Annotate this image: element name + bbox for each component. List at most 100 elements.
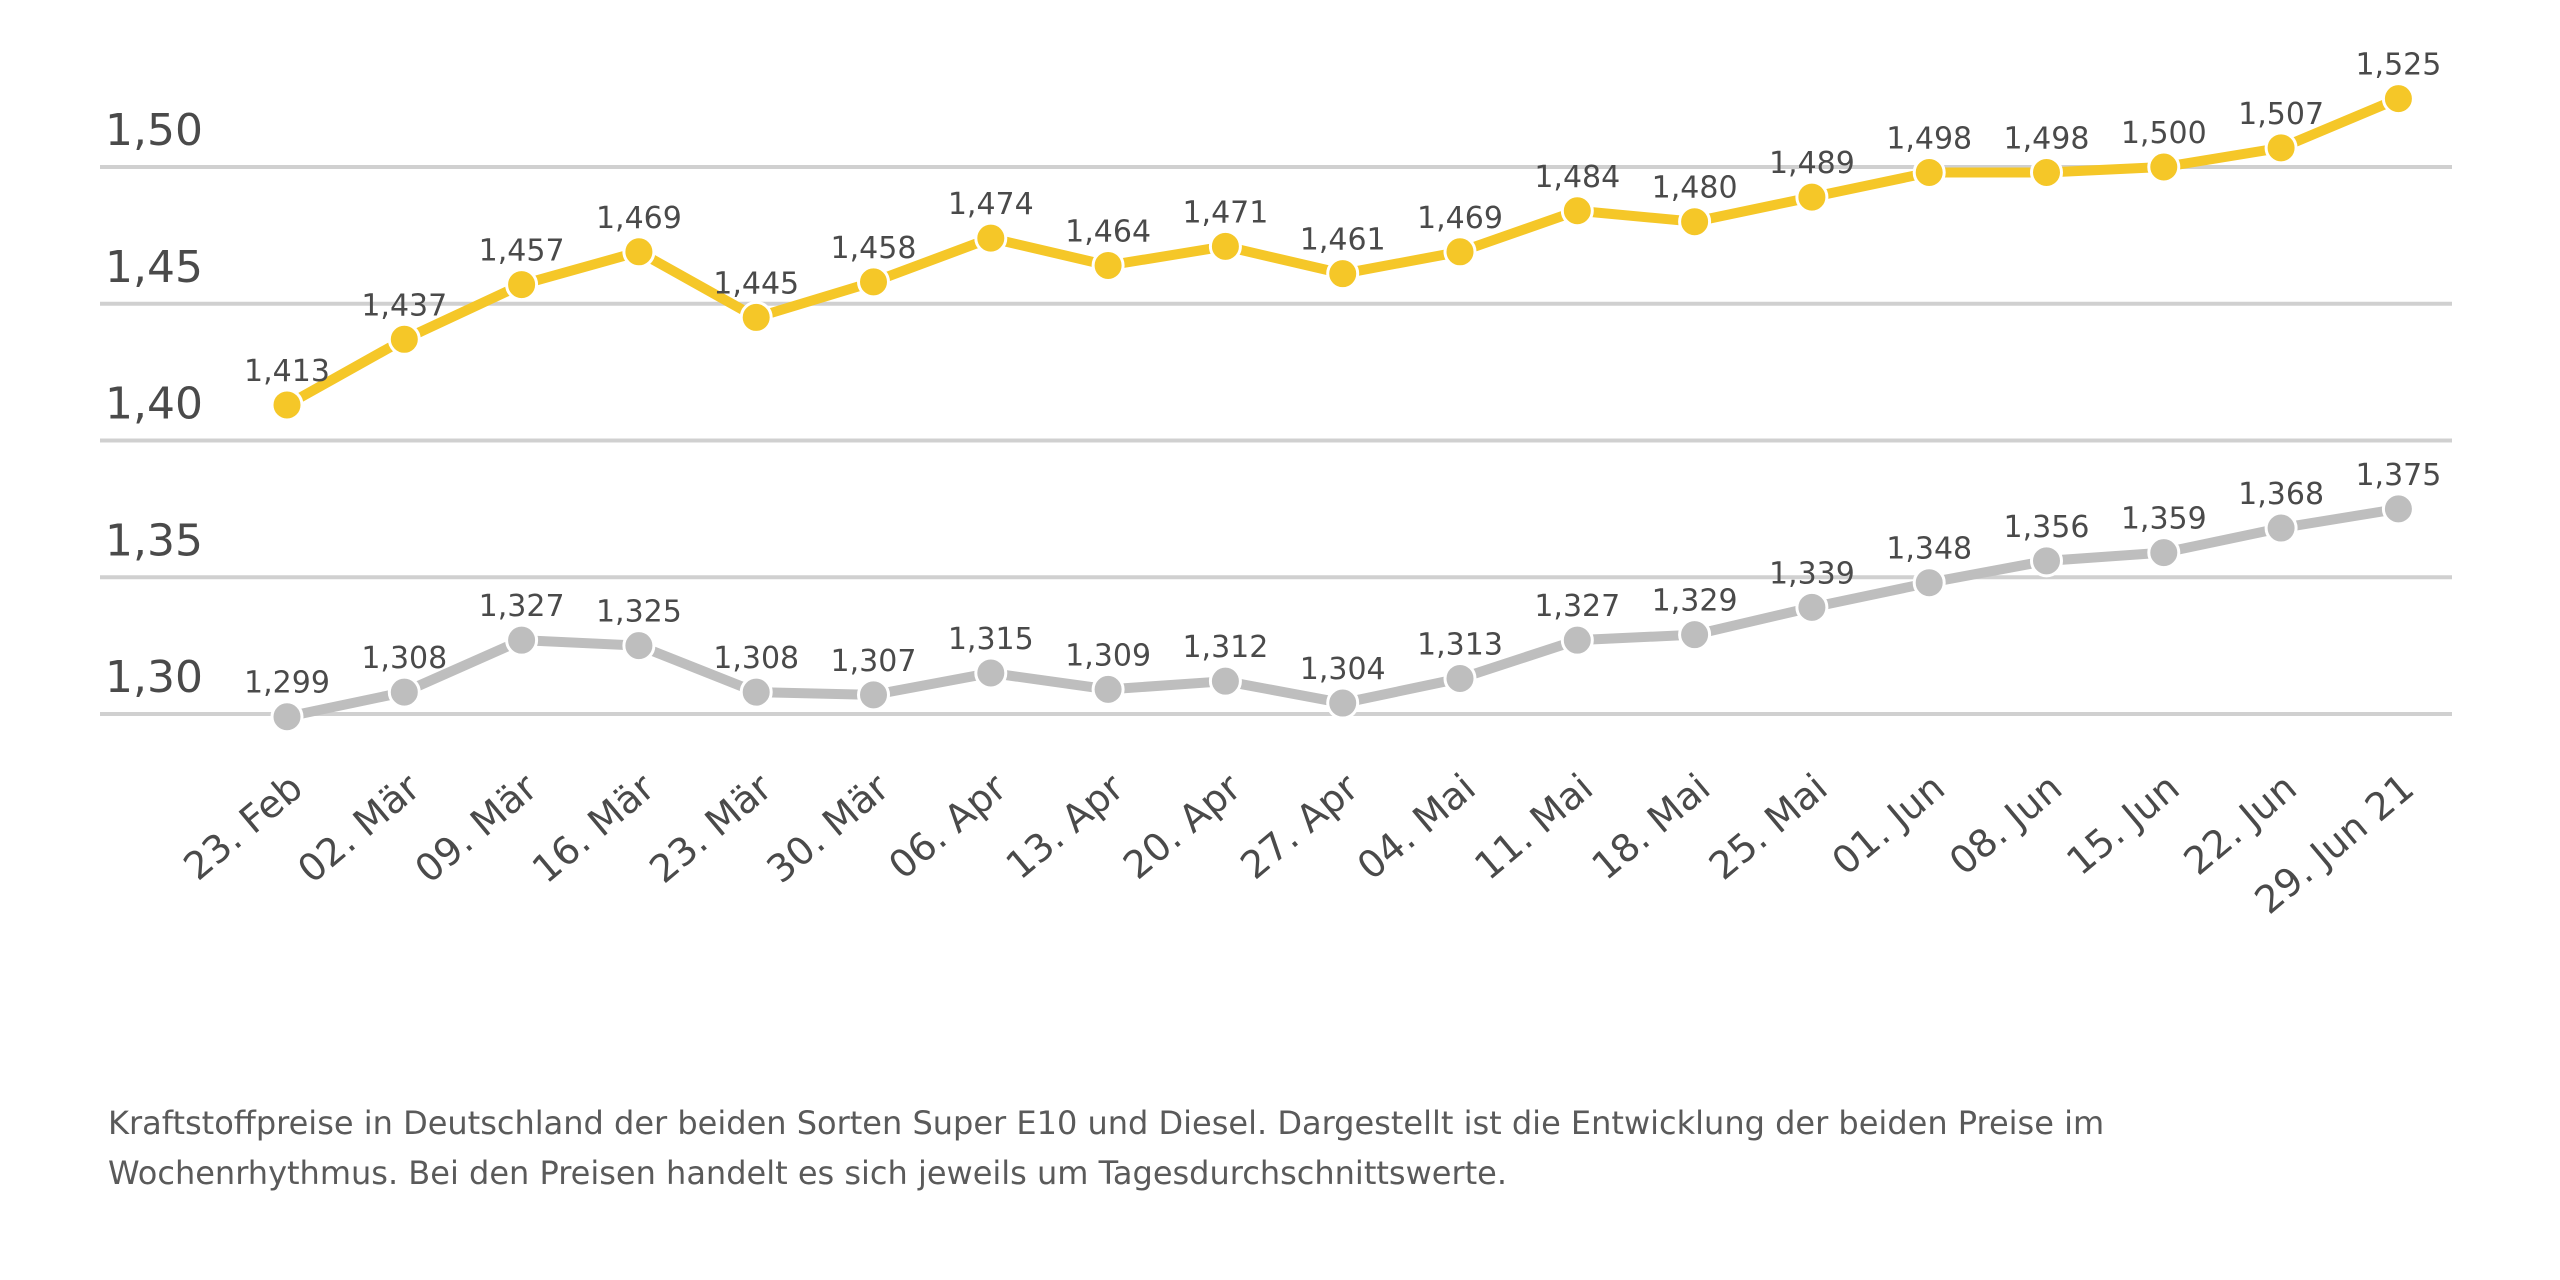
data-point (1678, 205, 1712, 239)
y-tick-label: 1,35 (105, 515, 203, 566)
data-point (2147, 150, 2181, 184)
data-point (505, 268, 539, 302)
x-tick-label: 04. Mai (1349, 765, 1484, 888)
x-tick-label: 23. Feb (175, 765, 310, 889)
data-label: 1,474 (948, 187, 1034, 222)
x-tick-label: 20. Apr (1115, 765, 1249, 888)
data-label: 1,313 (1417, 627, 1503, 662)
x-tick-label: 30. Mär (759, 765, 898, 892)
x-tick-label: 06. Apr (880, 765, 1014, 888)
data-label: 1,375 (2355, 458, 2441, 493)
data-label: 1,445 (713, 266, 799, 301)
data-point (974, 221, 1008, 255)
data-label: 1,471 (1182, 195, 1268, 230)
x-tick-label: 01. Jun (1824, 765, 1953, 883)
data-point (1091, 672, 1125, 706)
data-point (1560, 623, 1594, 657)
data-label: 1,461 (1300, 223, 1386, 258)
x-tick-label: 18. Mai (1584, 765, 1719, 888)
data-label: 1,489 (1769, 146, 1855, 181)
data-label: 1,339 (1769, 556, 1855, 591)
data-point (2381, 82, 2415, 116)
data-point (2030, 155, 2063, 189)
x-tick-label: 09. Mär (407, 765, 546, 892)
data-point (270, 700, 304, 734)
data-label: 1,308 (361, 641, 447, 676)
data-point (1208, 229, 1242, 263)
data-label: 1,458 (831, 231, 917, 266)
data-label: 1,315 (948, 622, 1034, 657)
data-point (1795, 590, 1829, 624)
data-label: 1,498 (2004, 121, 2090, 156)
data-point (2030, 544, 2063, 578)
data-point (1795, 180, 1829, 214)
data-point (1091, 248, 1125, 282)
y-tick-label: 1,50 (105, 105, 203, 156)
data-point (2264, 511, 2298, 545)
data-label: 1,329 (1652, 584, 1738, 619)
data-point (1560, 194, 1594, 228)
data-point (1326, 686, 1360, 720)
data-point (857, 265, 890, 299)
data-point (622, 235, 656, 269)
x-tick-label: 13. Apr (998, 765, 1132, 888)
data-point (1208, 664, 1242, 698)
data-label: 1,309 (1065, 638, 1151, 673)
data-label: 1,307 (831, 644, 917, 679)
data-label: 1,325 (596, 595, 682, 630)
data-label: 1,348 (1886, 532, 1972, 567)
data-point (1443, 235, 1477, 269)
data-point (387, 322, 421, 356)
x-tick-label: 16. Mär (524, 765, 663, 892)
data-point (1678, 618, 1712, 652)
data-label: 1,469 (596, 201, 682, 236)
data-label: 1,327 (479, 589, 565, 624)
data-point (857, 678, 890, 712)
y-tick-label: 1,40 (105, 379, 203, 430)
data-label: 1,368 (2238, 477, 2324, 512)
data-point (974, 656, 1008, 690)
data-label: 1,484 (1534, 160, 1620, 195)
data-point (622, 629, 656, 663)
fuel-price-line-chart: 1,30 1,35 1,40 1,45 1,50 1,413 1,437 1,457 1,469… (100, 48, 2452, 923)
x-tick-label: 08. Jun (1941, 765, 2070, 883)
data-point (739, 300, 773, 334)
data-point (1326, 257, 1360, 291)
data-label: 1,304 (1300, 652, 1386, 687)
data-point (387, 675, 421, 709)
data-point (270, 388, 304, 422)
data-point (2264, 131, 2298, 165)
data-label: 1,308 (713, 641, 799, 676)
chart-caption: Kraftstoffpreise in Deutschland der beid… (108, 1104, 2105, 1192)
x-tick-label: 25. Mai (1701, 765, 1836, 888)
data-label: 1,469 (1417, 201, 1503, 236)
x-tick-label: 02. Mär (289, 765, 428, 892)
x-tick-label: 15. Jun (2058, 765, 2187, 883)
data-label: 1,457 (479, 234, 565, 269)
data-point (1912, 566, 1946, 600)
data-label: 1,312 (1182, 630, 1268, 665)
data-label: 1,359 (2121, 502, 2207, 537)
data-point (1443, 661, 1477, 695)
data-label: 1,437 (361, 288, 447, 323)
data-label: 1,356 (2004, 510, 2090, 545)
data-label: 1,500 (2121, 116, 2207, 151)
x-tick-label: 27. Apr (1232, 765, 1366, 888)
x-tick-label: 11. Mai (1466, 765, 1601, 888)
data-label: 1,327 (1534, 589, 1620, 624)
data-point (2147, 536, 2181, 570)
data-label: 1,507 (2238, 97, 2324, 132)
data-label: 1,498 (1886, 121, 1972, 156)
y-tick-label: 1,30 (105, 652, 203, 703)
data-label: 1,413 (244, 354, 330, 389)
data-label: 1,480 (1652, 171, 1738, 206)
data-point (739, 675, 773, 709)
data-point (2381, 492, 2415, 526)
data-point (1912, 155, 1946, 189)
data-label: 1,299 (244, 666, 330, 701)
data-label: 1,525 (2355, 48, 2441, 83)
x-tick-label: 23. Mär (641, 765, 780, 892)
data-label: 1,464 (1065, 214, 1151, 249)
y-tick-label: 1,45 (105, 242, 203, 293)
data-point (505, 623, 539, 657)
